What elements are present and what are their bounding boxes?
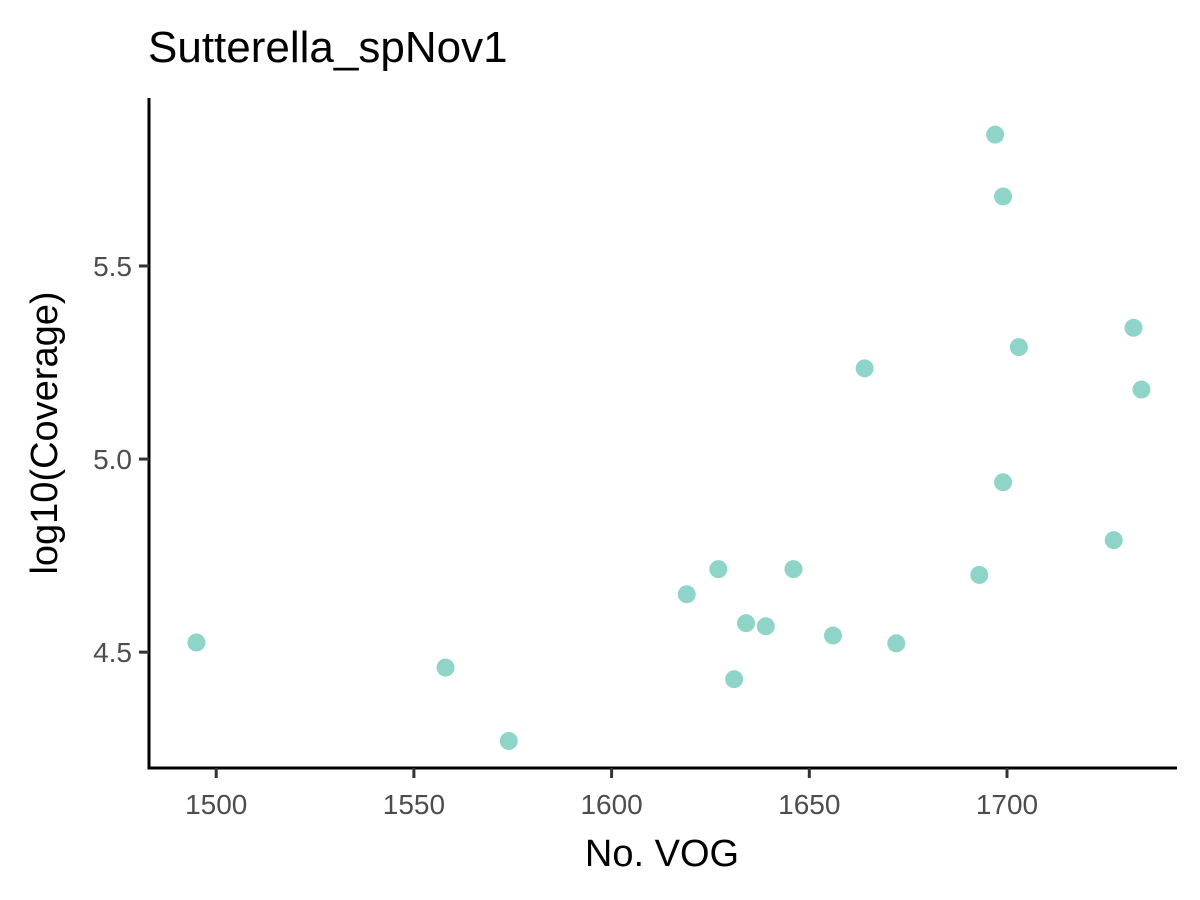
data-point: [986, 125, 1005, 144]
data-point: [887, 634, 906, 653]
x-ticks-layer: 1500 1550 1600 1650 1700: [185, 768, 1038, 820]
x-tick-label: 1550: [383, 789, 445, 820]
y-tick-label: 4.5: [93, 637, 132, 668]
axes-layer: [147, 98, 1177, 770]
points-layer: [187, 125, 1151, 750]
x-tick-label: 1500: [185, 789, 247, 820]
y-tick-label: 5.0: [93, 444, 132, 475]
data-point: [725, 670, 744, 689]
data-point: [677, 585, 696, 604]
data-point: [756, 617, 775, 636]
data-point: [737, 614, 756, 633]
y-ticks-layer: 4.5 5.0 5.5: [93, 251, 149, 668]
data-point: [994, 473, 1013, 492]
data-point: [784, 560, 803, 579]
x-tick-label: 1700: [976, 789, 1038, 820]
data-point: [1104, 531, 1123, 550]
data-point: [709, 560, 728, 579]
x-tick-label: 1600: [580, 789, 642, 820]
data-point: [824, 626, 843, 645]
data-point: [994, 187, 1013, 206]
data-point: [1124, 318, 1143, 337]
data-point: [1009, 338, 1028, 357]
data-point: [1132, 380, 1151, 399]
data-point: [436, 658, 455, 677]
chart-title: Sutterella_spNov1: [148, 23, 508, 72]
x-axis-title: No. VOG: [585, 833, 739, 875]
data-point: [970, 565, 989, 584]
data-point: [187, 633, 206, 652]
x-tick-label: 1650: [778, 789, 840, 820]
y-tick-label: 5.5: [93, 251, 132, 282]
data-point: [855, 359, 874, 378]
data-point: [499, 731, 518, 750]
y-axis-title: log10(Coverage): [24, 291, 66, 574]
